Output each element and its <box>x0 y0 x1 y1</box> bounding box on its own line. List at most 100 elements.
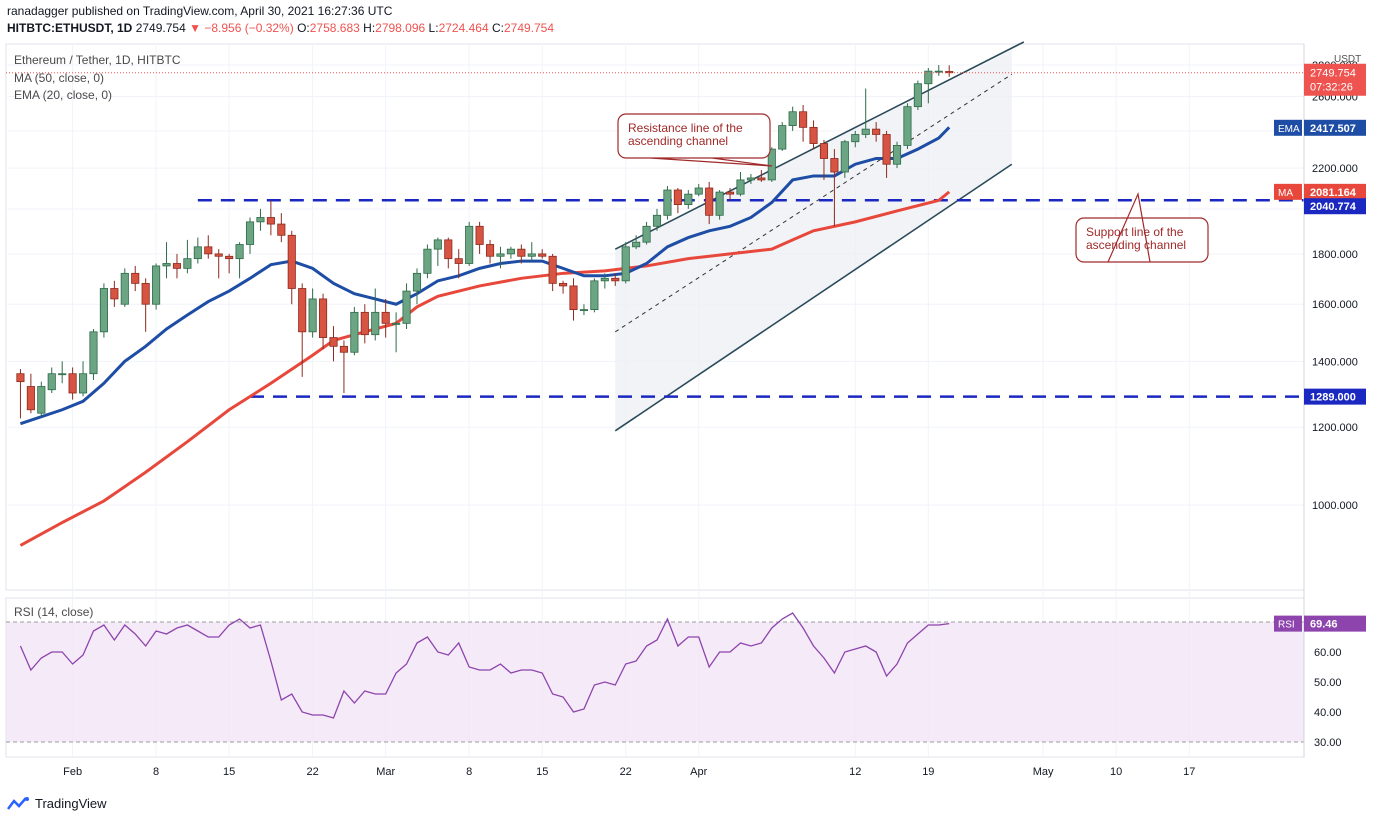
x-tick-label: 17 <box>1183 766 1195 778</box>
candle-body <box>913 83 922 108</box>
candle-body <box>47 373 56 391</box>
candle-body <box>652 214 662 227</box>
candle-body <box>746 177 755 181</box>
candle-body <box>444 239 453 260</box>
rsi-tick-label: 60.00 <box>1314 647 1342 659</box>
channel-support-line <box>614 163 1013 432</box>
candle-body <box>99 288 108 333</box>
candle-body <box>694 187 703 195</box>
candle-body <box>110 288 119 300</box>
candle-body <box>851 134 860 143</box>
y-tick-label: 1000.000 <box>1312 500 1358 512</box>
candle-body <box>861 128 870 135</box>
candle-body <box>642 225 651 243</box>
legend-rsi[interactable]: RSI (14, close) <box>14 605 94 619</box>
x-tick-label: 8 <box>153 766 159 778</box>
candle-body <box>26 386 35 411</box>
last-price-tag: 2749.754 <box>1310 68 1356 80</box>
price-change: −8.956 (−0.32%) <box>204 21 294 35</box>
ma50-line <box>19 190 951 547</box>
candle-body <box>548 255 557 284</box>
legend-ma[interactable]: MA (50, close, 0) <box>14 71 105 85</box>
candle-body <box>319 298 328 338</box>
candle-body <box>809 126 818 144</box>
x-tick-label: Apr <box>690 766 707 778</box>
candle-body <box>621 246 630 282</box>
rsi-value-tag-bg <box>1304 615 1366 632</box>
candle-body <box>757 177 766 181</box>
brand-name: TradingView <box>35 796 107 811</box>
candle-body <box>308 298 317 333</box>
candle-body <box>590 280 599 311</box>
down-arrow-icon: ▼ <box>189 21 201 35</box>
last-price: 2749.754 <box>135 21 186 35</box>
rsi-badge: RSI <box>1278 620 1295 631</box>
ma-badge: MA <box>1278 188 1293 199</box>
ma-badge-bg <box>1274 183 1302 200</box>
candlesticks <box>6 65 1304 419</box>
rsi-tick-label: 50.00 <box>1314 677 1342 689</box>
ema-badge-bg <box>1274 119 1302 136</box>
candle-body <box>799 111 808 128</box>
candle-body <box>725 191 735 195</box>
close-value: 2749.754 <box>503 21 555 35</box>
candle-body <box>517 248 526 257</box>
x-tick-label: 10 <box>1110 766 1122 778</box>
rsi-pane <box>6 612 1304 743</box>
rsi-value-tag: 69.46 <box>1310 619 1338 631</box>
y-tick-label: 1200.000 <box>1312 422 1358 434</box>
candle-body <box>266 217 275 225</box>
candle-body <box>788 111 797 126</box>
x-tick-label: 12 <box>849 766 861 778</box>
candle-body <box>371 311 380 336</box>
candle-body <box>684 193 693 205</box>
candle-body <box>475 225 484 245</box>
channel-fill <box>615 50 1012 431</box>
candle-body <box>204 246 213 255</box>
tradingview-logo-icon <box>7 796 29 810</box>
candle-body <box>611 277 620 282</box>
candle-body <box>569 285 578 311</box>
candle-body <box>819 143 829 159</box>
y-tick-label: 1800.000 <box>1312 249 1358 261</box>
candle-body <box>245 221 255 245</box>
support-level-tag: 1289.000 <box>1310 392 1356 404</box>
legend-title[interactable]: Ethereum / Tether, 1D, HITBTC <box>14 53 181 67</box>
support-level-tag-bg <box>1304 388 1366 405</box>
tradingview-logo[interactable]: TradingView <box>7 796 107 811</box>
x-tick-label: 15 <box>223 766 235 778</box>
candle-body <box>392 322 401 325</box>
x-tick-label: 19 <box>922 766 934 778</box>
resistance-callout-text: Resistance line of the <box>628 121 743 135</box>
publish-info: ranadagger published on TradingView.com,… <box>7 4 393 18</box>
last-price-tag-bg <box>1304 63 1366 96</box>
y-tick-label: 1400.000 <box>1312 356 1358 368</box>
candle-body <box>298 288 307 333</box>
candle-body <box>506 248 515 255</box>
candle-body <box>183 258 192 269</box>
time-axis: Feb 8 15 22 Mar 8 15 22 Apr 12 19 May 10 17 <box>63 766 1195 778</box>
candle-body <box>903 106 912 146</box>
candle-body <box>16 373 25 383</box>
ma-price-tag-bg <box>1304 183 1366 200</box>
candle-body <box>934 70 943 73</box>
candle-body <box>256 217 265 223</box>
candle-body <box>277 223 286 236</box>
x-tick-label: 22 <box>307 766 319 778</box>
candle-body <box>924 70 933 85</box>
support-callout-box <box>1075 191 1209 263</box>
candle-body <box>882 134 891 165</box>
horizontal-levels <box>197 198 1304 398</box>
currency-label: USDT <box>1334 54 1361 65</box>
candle-body <box>465 225 474 264</box>
resistance-callout-text: ascending channel <box>628 134 728 148</box>
candle-body <box>673 189 682 205</box>
legend-ema[interactable]: EMA (20, close, 0) <box>14 88 113 102</box>
candle-body <box>172 263 182 269</box>
candle-body <box>527 253 536 257</box>
resistance-level-tag-bg <box>1304 198 1366 215</box>
candle-body <box>152 265 161 305</box>
candle-body <box>559 282 568 287</box>
